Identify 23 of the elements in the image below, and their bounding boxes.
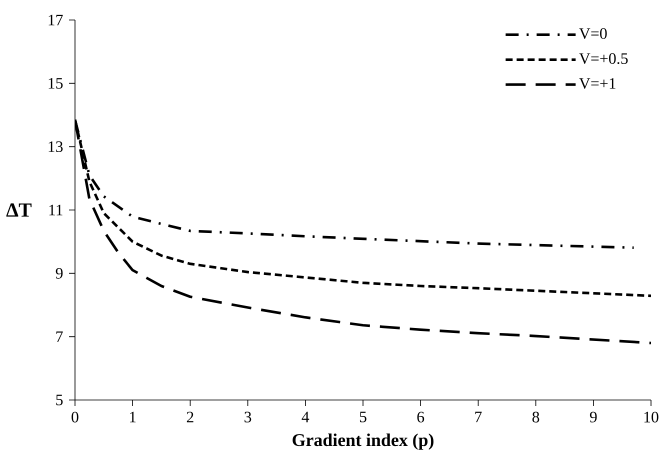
x-tick-label: 1 — [130, 412, 136, 422]
x-tick-label: 8 — [532, 412, 540, 422]
y-tick-label: 7 — [56, 331, 63, 342]
legend-label: V=0 — [579, 28, 607, 40]
x-tick-label: 6 — [417, 412, 424, 422]
x-tick-label: 5 — [360, 412, 366, 422]
y-tick-label: 17 — [48, 14, 63, 26]
y-axis-title: ΔT — [6, 203, 32, 217]
legend-label: V=+0.5 — [579, 53, 628, 64]
legend-label: V=+1 — [579, 78, 616, 89]
x-tick-label: 0 — [72, 412, 78, 422]
x-tick-label: 10 — [644, 412, 658, 422]
y-tick-label: 15 — [48, 78, 63, 89]
x-axis-title: Gradient index (p) — [292, 433, 434, 450]
x-tick-label: 4 — [302, 412, 310, 422]
y-tick-label: 11 — [49, 204, 62, 216]
x-tick-label: 7 — [475, 412, 482, 422]
x-tick-label: 2 — [186, 412, 194, 422]
y-tick-label: 5 — [56, 394, 63, 406]
y-tick-label: 9 — [56, 268, 63, 279]
y-tick-label: 13 — [48, 141, 63, 152]
x-tick-label: 3 — [244, 412, 252, 422]
x-tick-label: 9 — [590, 412, 597, 422]
